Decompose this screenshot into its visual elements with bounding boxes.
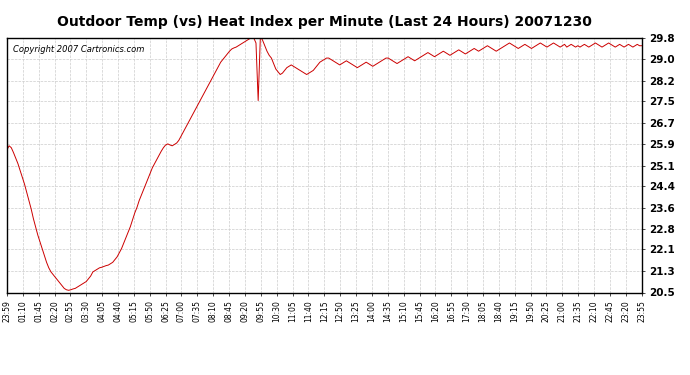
Text: Outdoor Temp (vs) Heat Index per Minute (Last 24 Hours) 20071230: Outdoor Temp (vs) Heat Index per Minute …: [57, 15, 592, 29]
Text: Copyright 2007 Cartronics.com: Copyright 2007 Cartronics.com: [13, 45, 145, 54]
